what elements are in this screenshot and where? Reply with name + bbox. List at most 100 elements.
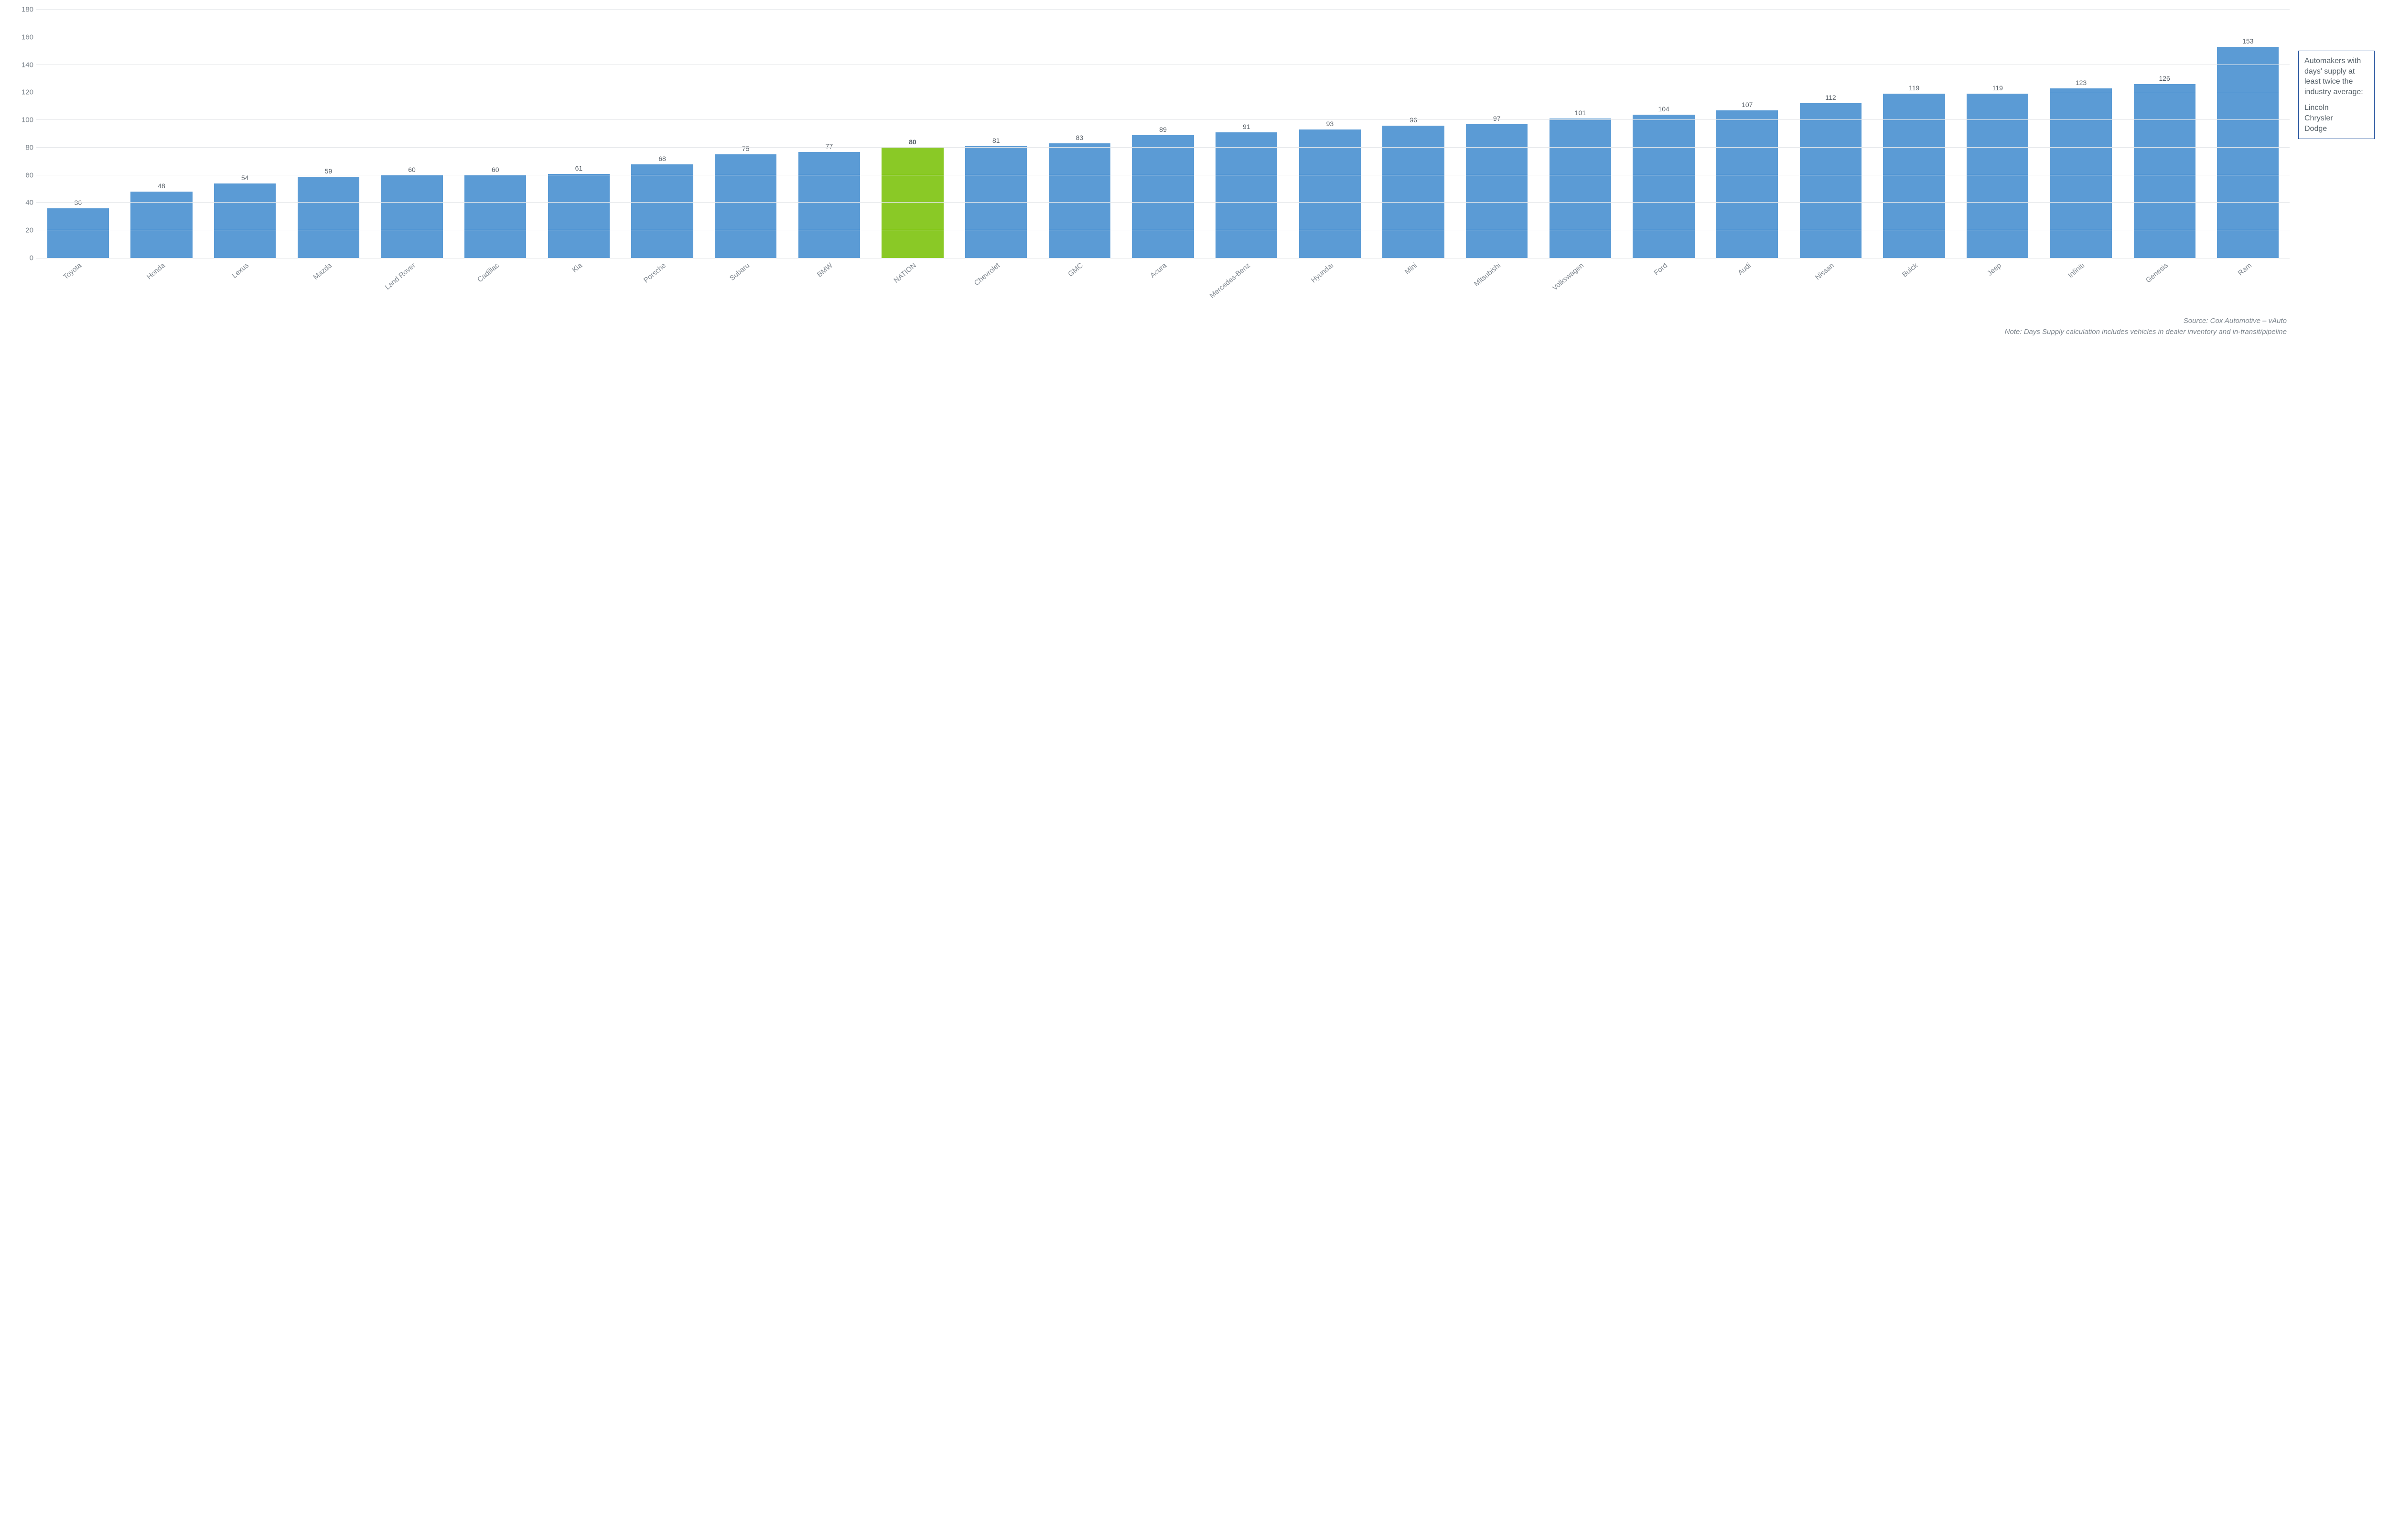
- callout-item: Chrysler: [2304, 114, 2333, 122]
- bar-value-label: 104: [1658, 105, 1669, 113]
- bar-value-label: 68: [658, 155, 666, 162]
- x-slot: Lexus: [203, 258, 287, 316]
- bar: [1049, 143, 1110, 258]
- x-tick-label: Land Rover: [384, 261, 417, 291]
- bar-value-label: 107: [1742, 101, 1753, 108]
- x-slot: Nissan: [1789, 258, 1872, 316]
- chart-column: 020406080100120140160180 364854596060616…: [14, 10, 2290, 337]
- bar-value-label: 83: [1076, 134, 1084, 141]
- x-slot: Toyota: [36, 258, 120, 316]
- x-tick-label: Toyota: [62, 261, 83, 281]
- x-slot: Mitsubishi: [1455, 258, 1539, 316]
- gridline: [36, 147, 2290, 148]
- bar-value-label: 123: [2076, 79, 2087, 86]
- bar: [1299, 129, 1361, 258]
- x-slot: Hyundai: [1288, 258, 1372, 316]
- x-tick-label: Mazda: [312, 261, 334, 281]
- x-tick-label: Lexus: [230, 261, 250, 280]
- bar-value-label: 60: [492, 166, 499, 173]
- bar-value-label: 119: [1909, 84, 1919, 92]
- bar-value-label: 60: [408, 166, 416, 173]
- x-slot: Land Rover: [370, 258, 454, 316]
- bar-slot: 112: [1789, 94, 1872, 258]
- x-slot: Honda: [120, 258, 204, 316]
- x-tick-label: Mini: [1403, 261, 1419, 276]
- y-tick-label: 40: [25, 199, 33, 207]
- x-tick-label: Mercedes-Benz: [1208, 261, 1251, 300]
- bar-slot: 123: [2039, 79, 2123, 258]
- gridline: [36, 202, 2290, 203]
- x-tick-label: Chevrolet: [973, 261, 1001, 287]
- bar-value-label: 75: [742, 145, 750, 152]
- x-slot: BMW: [787, 258, 871, 316]
- x-slot: Acura: [1121, 258, 1205, 316]
- x-tick-label: Ram: [2237, 261, 2253, 277]
- bar-slot: 93: [1288, 120, 1372, 258]
- x-slot: Subaru: [704, 258, 787, 316]
- gridline: [36, 9, 2290, 10]
- x-tick-label: Nissan: [1814, 261, 1836, 282]
- bar-slot: 119: [1872, 84, 1956, 258]
- bar: [1800, 103, 1862, 258]
- x-slot: Mazda: [287, 258, 370, 316]
- x-tick-label: Buick: [1901, 261, 1919, 279]
- bar: [130, 192, 192, 258]
- bar-slot: 96: [1372, 116, 1455, 258]
- bar-slot: 104: [1622, 105, 1706, 258]
- x-slot: Infiniti: [2039, 258, 2123, 316]
- bar: [1466, 124, 1528, 258]
- x-tick-label: Porsche: [642, 261, 667, 284]
- x-slot: Audi: [1705, 258, 1789, 316]
- x-tick-label: Acura: [1149, 261, 1168, 280]
- x-slot: Jeep: [1956, 258, 2039, 316]
- x-slot: Porsche: [621, 258, 704, 316]
- bar: [381, 175, 442, 258]
- bar: [715, 154, 776, 258]
- plot-wrap: 020406080100120140160180 364854596060616…: [14, 10, 2290, 258]
- callout-item: Dodge: [2304, 125, 2327, 133]
- x-tick-label: Infiniti: [2066, 261, 2086, 280]
- bar-slot: 77: [787, 142, 871, 258]
- bar-value-label: 153: [2242, 37, 2253, 45]
- bar-slot: 36: [36, 199, 120, 258]
- bar-slot: 68: [621, 155, 704, 258]
- bar: [1967, 94, 2028, 258]
- bar: [1633, 115, 1694, 258]
- bar-slot: 101: [1539, 109, 1622, 258]
- bar: [2050, 88, 2112, 258]
- bar-slot: 153: [2206, 37, 2290, 258]
- x-tick-label: GMC: [1067, 261, 1085, 279]
- bar-slot: 80: [871, 138, 955, 258]
- bar-value-label: 81: [992, 137, 1000, 144]
- x-tick-label: Honda: [145, 261, 167, 281]
- y-tick-label: 60: [25, 171, 33, 179]
- bar-value-label: 97: [1493, 115, 1501, 122]
- callout-box: Automakers with days' supply at least tw…: [2298, 51, 2375, 139]
- x-slot: Cadillac: [453, 258, 537, 316]
- bar: [214, 183, 276, 258]
- bar-slot: 48: [120, 182, 204, 258]
- x-tick-label: Audi: [1736, 261, 1753, 277]
- x-slot: Mercedes-Benz: [1205, 258, 1288, 316]
- side-column: Automakers with days' supply at least tw…: [2298, 51, 2375, 139]
- bar-slot: 89: [1121, 126, 1205, 258]
- note-text: Note: Days Supply calculation includes v…: [36, 327, 2287, 338]
- bar: [548, 174, 610, 258]
- source-text: Source: Cox Automotive – vAuto: [36, 316, 2287, 327]
- bar: [1132, 135, 1194, 258]
- x-slot: Chevrolet: [954, 258, 1038, 316]
- bar: [1216, 132, 1277, 258]
- bar-value-label: 89: [1159, 126, 1167, 133]
- chart-footer: Source: Cox Automotive – vAuto Note: Day…: [36, 316, 2290, 337]
- bar-slot: 83: [1038, 134, 1121, 258]
- bar-slot: 97: [1455, 115, 1539, 258]
- chart-container: 020406080100120140160180 364854596060616…: [0, 0, 2389, 342]
- bars-layer: 3648545960606168757780818389919396971011…: [36, 10, 2290, 258]
- bar: [631, 164, 693, 258]
- bar-value-label: 119: [1992, 84, 2003, 92]
- bar: [2217, 47, 2279, 258]
- x-tick-label: Mitsubishi: [1473, 261, 1502, 288]
- bar-slot: 61: [537, 164, 621, 258]
- x-tick-label: Kia: [571, 261, 584, 274]
- callout-lead: Automakers with days' supply at least tw…: [2304, 56, 2368, 97]
